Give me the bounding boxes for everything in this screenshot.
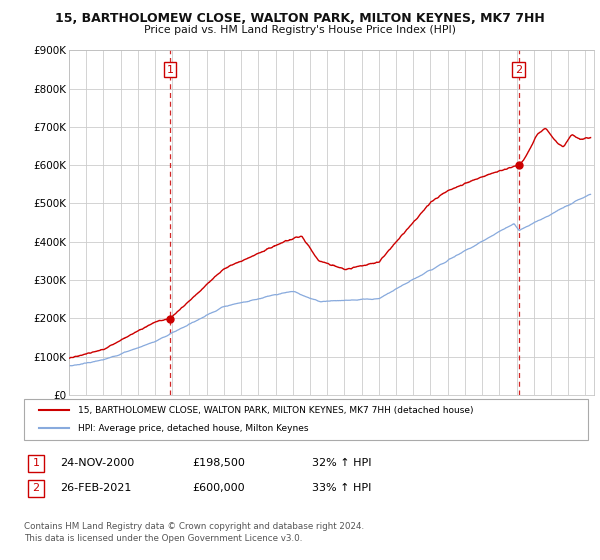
Text: 32% ↑ HPI: 32% ↑ HPI	[312, 458, 371, 468]
Text: Contains HM Land Registry data © Crown copyright and database right 2024.: Contains HM Land Registry data © Crown c…	[24, 522, 364, 531]
Text: HPI: Average price, detached house, Milton Keynes: HPI: Average price, detached house, Milt…	[78, 424, 308, 433]
Text: £600,000: £600,000	[192, 483, 245, 493]
Text: 1: 1	[167, 64, 173, 74]
Text: 1: 1	[32, 458, 40, 468]
Text: 26-FEB-2021: 26-FEB-2021	[60, 483, 131, 493]
Text: Price paid vs. HM Land Registry's House Price Index (HPI): Price paid vs. HM Land Registry's House …	[144, 25, 456, 35]
Text: 15, BARTHOLOMEW CLOSE, WALTON PARK, MILTON KEYNES, MK7 7HH (detached house): 15, BARTHOLOMEW CLOSE, WALTON PARK, MILT…	[78, 405, 473, 414]
Text: 15, BARTHOLOMEW CLOSE, WALTON PARK, MILTON KEYNES, MK7 7HH: 15, BARTHOLOMEW CLOSE, WALTON PARK, MILT…	[55, 12, 545, 25]
Text: 2: 2	[32, 483, 40, 493]
Text: £198,500: £198,500	[192, 458, 245, 468]
Text: This data is licensed under the Open Government Licence v3.0.: This data is licensed under the Open Gov…	[24, 534, 302, 543]
Text: 2: 2	[515, 64, 522, 74]
Text: 33% ↑ HPI: 33% ↑ HPI	[312, 483, 371, 493]
Text: 24-NOV-2000: 24-NOV-2000	[60, 458, 134, 468]
